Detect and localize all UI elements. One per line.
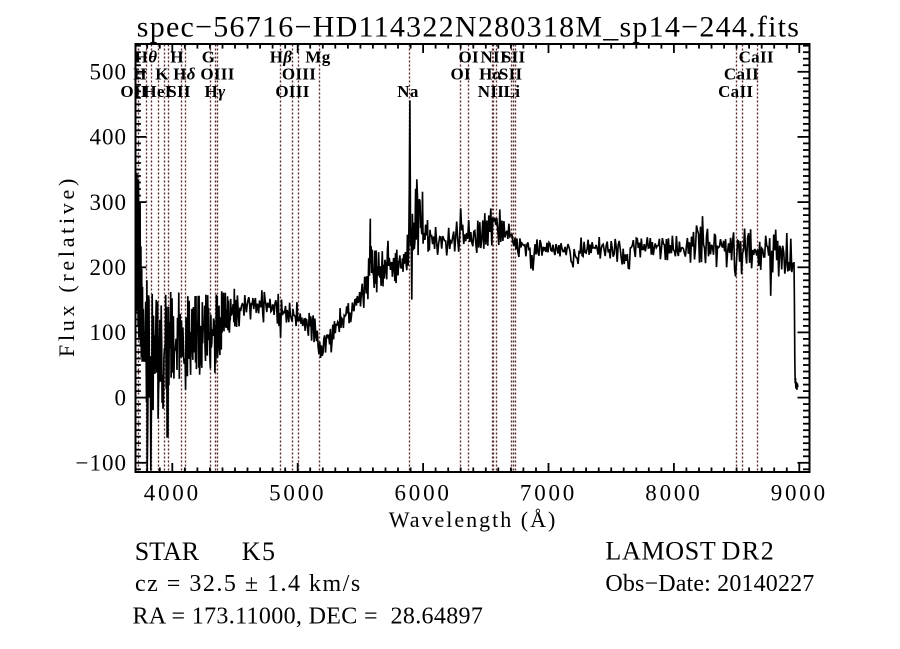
svg-text:Na: Na — [397, 82, 419, 101]
svg-text:G: G — [202, 47, 216, 66]
svg-text:4000: 4000 — [144, 481, 201, 506]
svg-text:SII: SII — [499, 65, 523, 84]
svg-text:K: K — [155, 65, 169, 84]
svg-text:Hδ: Hδ — [173, 65, 196, 84]
svg-text:HeI: HeI — [143, 82, 171, 101]
svg-text:200: 200 — [90, 255, 128, 280]
svg-text:H: H — [133, 65, 147, 84]
svg-text:OIII: OIII — [275, 82, 309, 101]
svg-text:spec−56716−HD114322N280318M_sp: spec−56716−HD114322N280318M_sp14−244.fit… — [137, 11, 800, 44]
svg-text:SII: SII — [502, 47, 526, 66]
svg-text:OI: OI — [450, 65, 471, 84]
svg-text:OI: OI — [458, 47, 479, 66]
svg-text:Li: Li — [504, 82, 521, 101]
svg-text:5000: 5000 — [269, 481, 326, 506]
svg-text:cz = 32.5 ± 1.4 km/s: cz = 32.5 ± 1.4 km/s — [135, 571, 362, 597]
svg-text:Hγ: Hγ — [205, 82, 227, 101]
svg-text:RA = 173.11000, DEC = 28.6489: RA = 173.11000, DEC = 28.64897 — [133, 603, 484, 629]
svg-text:H: H — [170, 47, 184, 66]
svg-text:Hα: Hα — [479, 65, 503, 84]
svg-text:300: 300 — [90, 190, 128, 215]
svg-text:STAR: STAR — [135, 537, 200, 566]
svg-text:OII: OII — [120, 82, 147, 101]
svg-text:K5: K5 — [242, 537, 277, 566]
svg-text:OIII: OIII — [200, 65, 234, 84]
svg-text:−100: −100 — [76, 451, 127, 476]
svg-text:NII: NII — [478, 82, 504, 101]
svg-text:CaII: CaII — [718, 82, 753, 101]
svg-text:500: 500 — [90, 60, 128, 85]
svg-text:7000: 7000 — [520, 481, 577, 506]
svg-text:Hβ: Hβ — [270, 47, 293, 66]
svg-text:CaII: CaII — [724, 65, 759, 84]
svg-text:Obs−Date: 20140227: Obs−Date: 20140227 — [605, 571, 814, 597]
svg-text:CaII: CaII — [739, 47, 774, 66]
svg-text:LAMOST: LAMOST — [605, 537, 716, 566]
svg-text:DR2: DR2 — [722, 537, 776, 566]
svg-text:OIII: OIII — [282, 65, 316, 84]
svg-text:Hθ: Hθ — [135, 47, 158, 66]
svg-text:Wavelength (Å): Wavelength (Å) — [389, 507, 558, 532]
svg-text:Mg: Mg — [305, 47, 330, 66]
svg-text:8000: 8000 — [645, 481, 702, 506]
svg-text:6000: 6000 — [394, 481, 451, 506]
svg-text:0: 0 — [115, 385, 128, 410]
svg-text:9000: 9000 — [771, 481, 828, 506]
svg-text:SII: SII — [167, 82, 191, 101]
svg-text:Flux (relative): Flux (relative) — [54, 175, 79, 357]
svg-text:NII: NII — [480, 47, 506, 66]
svg-text:100: 100 — [90, 320, 128, 345]
svg-text:400: 400 — [90, 125, 128, 150]
